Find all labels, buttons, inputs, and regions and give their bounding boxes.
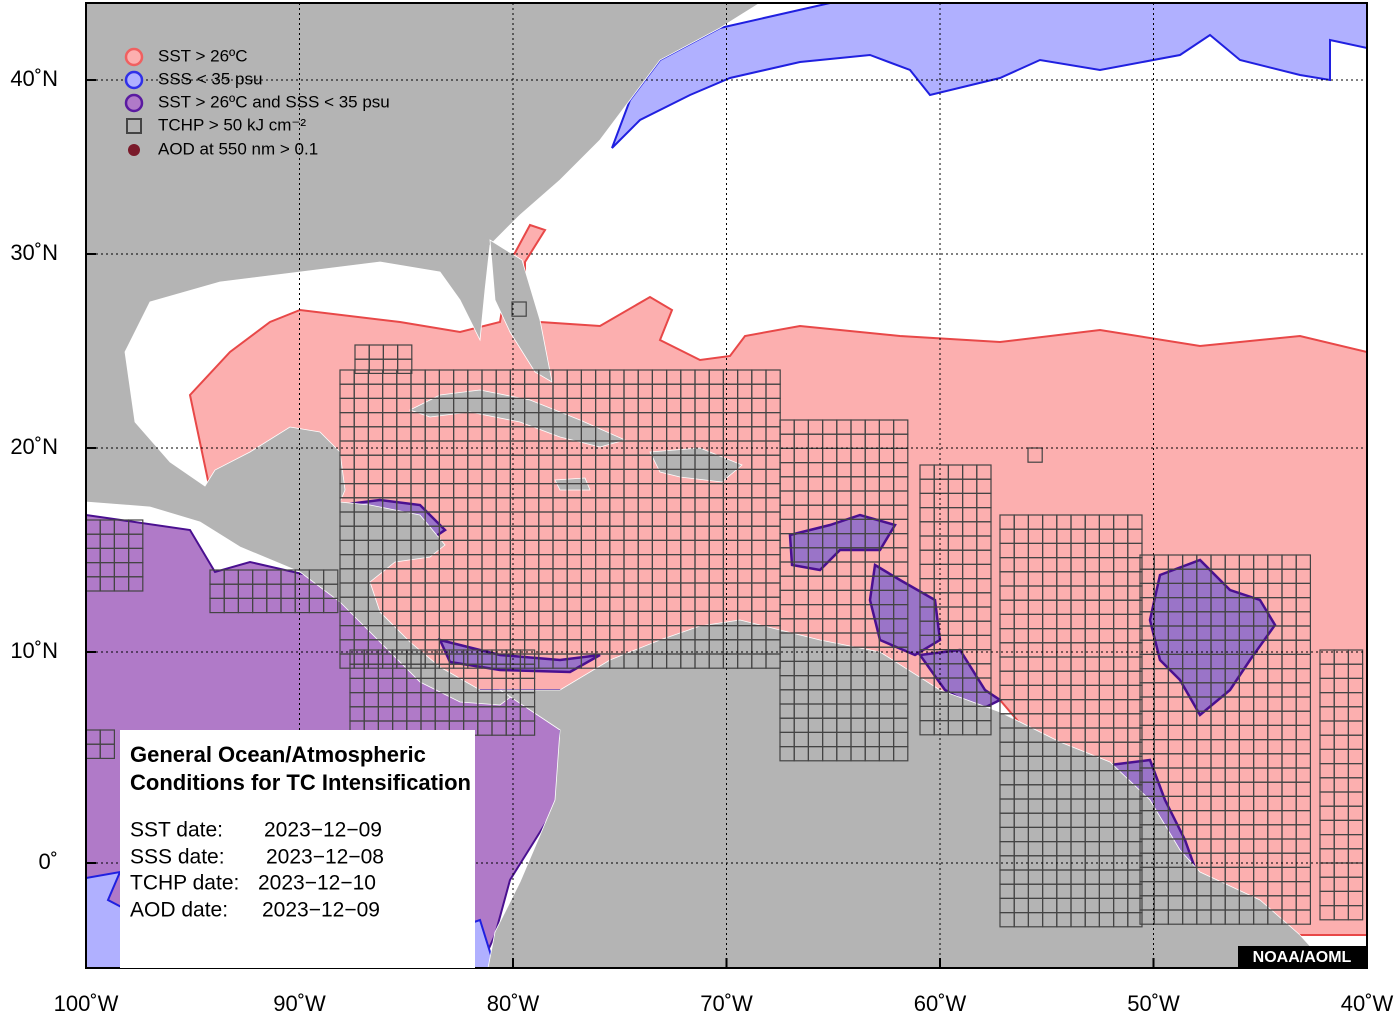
date-value: 2023−12−09 <box>264 819 382 842</box>
legend-marker <box>126 118 142 134</box>
date-label: TCHP date: <box>130 872 239 895</box>
tchp-cell <box>397 358 413 375</box>
x-tick-label: 80˚W <box>487 991 540 1016</box>
legend-marker <box>124 47 144 67</box>
date-value: 2023−12−09 <box>262 899 380 922</box>
date-label: SSS date: <box>130 846 225 869</box>
x-tick-label: 70˚W <box>700 991 753 1016</box>
y-tick-label: 0˚ <box>38 849 58 874</box>
y-tick-label: 40˚N <box>10 66 58 91</box>
north-central-america <box>86 3 761 706</box>
tchp-grid <box>86 301 1364 928</box>
credit: NOAA/AOML <box>1253 949 1352 966</box>
x-tick-label: 50˚W <box>1127 991 1180 1016</box>
y-tick-label: 30˚N <box>10 240 58 265</box>
tchp-cell <box>323 597 339 614</box>
info-title: Conditions for TC Intensification <box>130 770 471 795</box>
tchp-cell <box>99 743 115 760</box>
legend-label: TCHP > 50 kJ cm⁻² <box>158 115 306 134</box>
tchp-cell <box>976 719 992 736</box>
tchp-cell <box>892 745 909 762</box>
grid-lines <box>86 3 1367 968</box>
date-label: AOD date: <box>130 899 228 922</box>
florida <box>489 239 553 383</box>
x-tick-label: 60˚W <box>914 991 967 1016</box>
date-value: 2023−12−08 <box>266 846 384 869</box>
tchp-cell <box>1027 447 1043 463</box>
x-tick-label: 40˚W <box>1341 991 1394 1016</box>
map-area <box>86 3 1367 968</box>
legend-marker <box>128 144 140 156</box>
legend-label: AOD at 550 nm > 0.1 <box>158 139 318 158</box>
land <box>86 3 1331 968</box>
info-box: General Ocean/Atmospheric Conditions for… <box>120 730 475 968</box>
info-background <box>120 730 475 968</box>
tchp-cell <box>1295 909 1311 925</box>
info-title: General Ocean/Atmospheric <box>130 742 426 767</box>
y-tick-label: 20˚N <box>10 434 58 459</box>
tchp-cell <box>1347 904 1364 921</box>
tchp-cell <box>519 720 536 736</box>
sss-region-north <box>611 3 1367 149</box>
legend-marker <box>124 93 144 113</box>
tchp-cell <box>511 301 527 317</box>
credit-background <box>1238 946 1367 968</box>
tchp-cell <box>128 576 144 592</box>
legend-label: SST > 26ºC <box>158 46 248 65</box>
legend: SST > 26ºC SSS < 35 psu SST > 26ºC and S… <box>124 46 390 158</box>
south-america <box>487 619 1331 968</box>
y-tick-label: 10˚N <box>10 638 58 663</box>
legend-marker <box>124 70 144 90</box>
x-tick-label: 100˚W <box>54 991 119 1016</box>
hispaniola <box>649 447 743 483</box>
date-value: 2023−12−10 <box>258 872 376 895</box>
tchp-cell <box>1127 911 1143 928</box>
axes: 100˚W 90˚W 80˚W 70˚W 60˚W 50˚W 40˚W 0˚ 10˚N 20˚N 3… <box>10 66 1393 1016</box>
legend-label: SSS < 35 psu <box>158 69 262 88</box>
legend-label: SST > 26ºC and SSS < 35 psu <box>158 92 390 111</box>
x-tick-label: 90˚W <box>273 991 326 1016</box>
date-label: SST date: <box>130 819 223 842</box>
